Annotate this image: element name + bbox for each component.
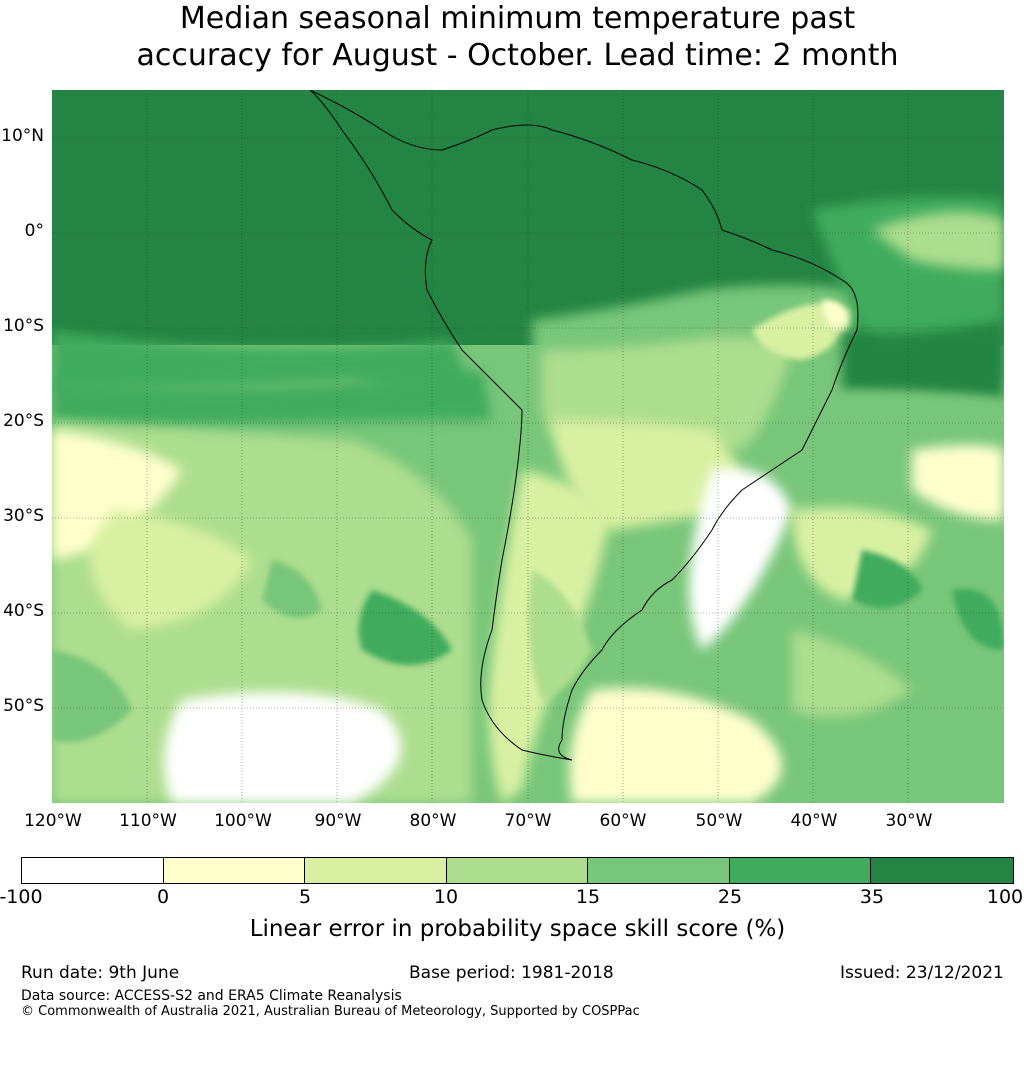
colorbar-tick: 35: [859, 886, 885, 908]
colorbar-tick: 15: [575, 886, 601, 908]
colorbar-segment: [588, 858, 730, 883]
lat-label-20s: 20°S: [3, 411, 44, 431]
skill-map-canvas: [52, 90, 1004, 803]
colorbar-tick: 100: [986, 886, 1024, 908]
lon-label-90w: 90°W: [314, 811, 362, 831]
lat-label-0: 0°: [24, 221, 44, 241]
colorbar-label: Linear error in probability space skill …: [249, 916, 786, 942]
base-period: Base period: 1981-2018: [409, 963, 614, 983]
map-title: Median seasonal minimum temperature past…: [0, 0, 1035, 74]
lon-label-70w: 70°W: [504, 811, 552, 831]
colorbar-tick: 10: [433, 886, 459, 908]
colorbar: [21, 857, 1014, 884]
lon-label-80w: 80°W: [409, 811, 457, 831]
run-date: Run date: 9th June: [21, 963, 180, 983]
colorbar-segment: [446, 858, 589, 883]
lat-label-40s: 40°S: [3, 601, 44, 621]
lon-label-110w: 110°W: [119, 811, 177, 831]
colorbar-tick: 0: [156, 886, 170, 908]
title-line-1: Median seasonal minimum temperature past: [179, 1, 856, 36]
colorbar-segment: [305, 858, 447, 883]
skill-map: [52, 90, 1004, 803]
lon-label-60w: 60°W: [599, 811, 647, 831]
colorbar-segment: [22, 858, 164, 883]
lon-label-30w: 30°W: [885, 811, 933, 831]
skill-zone-negative: [164, 692, 402, 803]
lon-label-100w: 100°W: [214, 811, 272, 831]
colorbar-tick: -100: [0, 886, 43, 908]
colorbar-segment: [729, 858, 872, 883]
lat-label-50s: 50°S: [3, 696, 44, 716]
issued-date: Issued: 23/12/2021: [840, 963, 1004, 983]
colorbar-tick: 25: [717, 886, 743, 908]
lon-label-40w: 40°W: [790, 811, 838, 831]
lat-label-30s: 30°S: [3, 506, 44, 526]
graticule: [52, 90, 1004, 803]
lat-label-10s: 10°S: [3, 316, 44, 336]
colorbar-segment: [163, 858, 306, 883]
data-source: Data source: ACCESS-S2 and ERA5 Climate …: [21, 988, 402, 1004]
colorbar-tick: 5: [298, 886, 312, 908]
lon-label-50w: 50°W: [695, 811, 743, 831]
colorbar-segment: [871, 858, 1013, 883]
coastline: [309, 90, 859, 761]
lon-label-120w: 120°W: [24, 811, 82, 831]
title-line-2: accuracy for August - October. Lead time…: [136, 38, 899, 73]
copyright: © Commonwealth of Australia 2021, Austra…: [21, 1004, 640, 1019]
skill-zone-south-atlantic: [612, 395, 1004, 803]
lat-label-10n: 10°N: [1, 126, 44, 146]
